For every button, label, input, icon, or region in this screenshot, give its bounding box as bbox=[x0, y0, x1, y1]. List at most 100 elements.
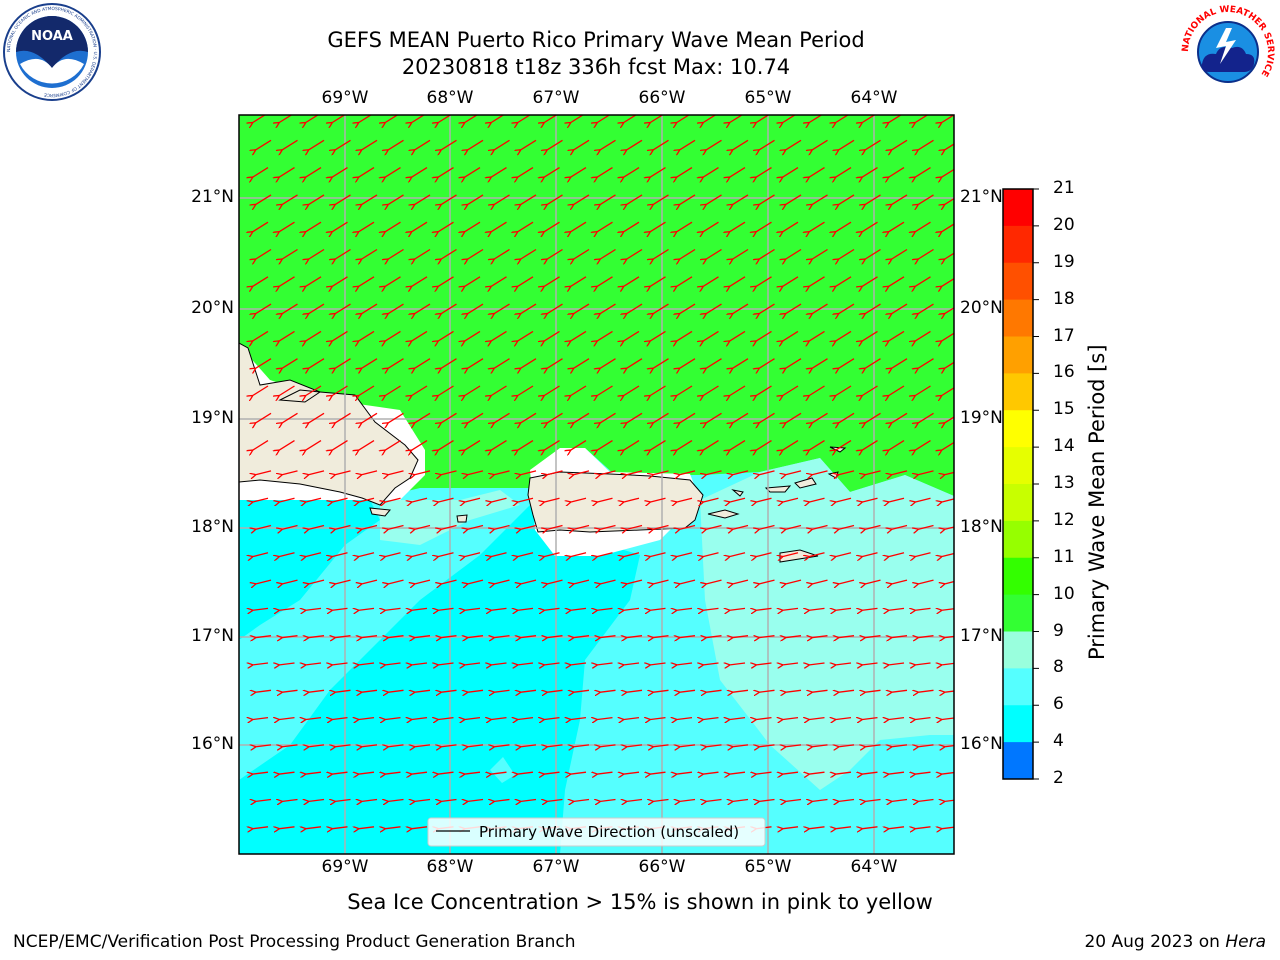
wave-arrow bbox=[835, 827, 852, 829]
wave-arrow bbox=[918, 745, 934, 747]
wave-arrow bbox=[915, 276, 931, 287]
wave-arrow bbox=[494, 194, 510, 205]
wave-arrow bbox=[600, 690, 616, 692]
tick-label: 19°N bbox=[191, 408, 234, 428]
wave-arrow bbox=[467, 470, 484, 475]
wave-arrow bbox=[305, 663, 322, 665]
wave-arrow bbox=[358, 276, 375, 287]
wave-arrow bbox=[676, 330, 693, 341]
wave-arrow bbox=[282, 248, 298, 260]
wave-arrow bbox=[544, 330, 560, 341]
wave-arrow bbox=[706, 303, 722, 314]
wave-arrow bbox=[944, 471, 954, 475]
wave-arrow bbox=[494, 139, 510, 150]
wave-arrow bbox=[941, 608, 954, 610]
wave-arrow bbox=[782, 167, 799, 178]
footer-date-text: 20 Aug 2023 on bbox=[1084, 932, 1226, 952]
nws-logo-icon: NATIONAL WEATHER SERVICE bbox=[1180, 4, 1276, 100]
wave-arrow bbox=[626, 194, 643, 205]
wave-arrow bbox=[623, 497, 640, 502]
tick-label: 18°N bbox=[960, 517, 1003, 537]
wave-arrow bbox=[732, 636, 749, 638]
wave-arrow bbox=[626, 470, 643, 475]
wave-arrow bbox=[653, 579, 669, 584]
wave-arrow bbox=[388, 303, 404, 314]
wave-arrow bbox=[732, 303, 749, 314]
wave-arrow bbox=[626, 524, 643, 530]
wave-arrow bbox=[252, 330, 269, 341]
wave-arrow bbox=[759, 636, 775, 638]
wave-arrow bbox=[676, 663, 693, 665]
wave-arrow bbox=[547, 745, 563, 747]
wave-arrow bbox=[915, 167, 931, 178]
wave-arrow bbox=[679, 524, 696, 530]
wave-arrow bbox=[915, 221, 931, 232]
wave-arrow bbox=[650, 497, 666, 502]
tick-label: 68°W bbox=[426, 88, 474, 108]
wave-arrow bbox=[282, 636, 298, 638]
wave-arrow bbox=[862, 276, 878, 287]
tick-label: 17°N bbox=[191, 626, 234, 646]
wave-period-zone-6-8-south bbox=[239, 505, 640, 854]
wave-arrow bbox=[255, 412, 272, 423]
wave-arrow bbox=[252, 167, 269, 178]
wave-arrow bbox=[703, 221, 719, 232]
wave-arrow bbox=[305, 497, 322, 502]
wave-arrow bbox=[838, 303, 855, 314]
wave-arrow bbox=[838, 690, 855, 692]
wave-arrow bbox=[464, 772, 481, 774]
wave-arrow bbox=[305, 552, 322, 557]
wave-arrow bbox=[597, 552, 613, 557]
wave-arrow bbox=[891, 358, 908, 369]
wave-arrow bbox=[547, 470, 563, 475]
wave-arrow bbox=[520, 636, 537, 638]
wave-arrow bbox=[494, 470, 510, 475]
wave-arrow bbox=[597, 385, 613, 396]
wave-arrow bbox=[464, 221, 481, 232]
wave-arrow bbox=[332, 827, 348, 829]
wave-arrow bbox=[308, 358, 325, 369]
wave-arrow bbox=[626, 800, 643, 802]
wave-arrow bbox=[653, 690, 669, 692]
wave-arrow bbox=[358, 221, 375, 232]
tick-label: 65°W bbox=[744, 88, 792, 108]
wave-arrow bbox=[835, 608, 852, 610]
wave-arrow bbox=[335, 194, 351, 205]
wave-arrow bbox=[941, 441, 954, 451]
wave-arrow bbox=[626, 139, 643, 150]
wave-arrow bbox=[703, 718, 719, 720]
wave-arrow bbox=[361, 194, 378, 205]
wave-arrow bbox=[759, 248, 775, 260]
wave-arrow bbox=[600, 194, 616, 205]
wave-arrow bbox=[703, 552, 719, 557]
wave-arrow bbox=[838, 248, 855, 260]
wave-arrow bbox=[888, 827, 905, 829]
wave-arrow bbox=[252, 497, 269, 502]
footer-org: NCEP/EMC/Verification Post Processing Pr… bbox=[13, 932, 576, 952]
colorbar-segment bbox=[1003, 557, 1033, 596]
wave-arrow bbox=[838, 358, 855, 369]
wave-arrow bbox=[279, 221, 295, 232]
wave-arrow bbox=[467, 303, 484, 314]
wave-arrow bbox=[573, 745, 590, 747]
wave-arrow bbox=[915, 440, 931, 451]
noaa-logo-icon: NOAA NATIONAL OCEANIC AND ATMOSPHERIC AD… bbox=[3, 3, 101, 101]
wave-arrow bbox=[547, 800, 563, 802]
tick-label: 65°W bbox=[744, 857, 792, 877]
wave-arrow bbox=[385, 330, 401, 341]
wave-arrow bbox=[812, 358, 828, 369]
colorbar-segment bbox=[1003, 373, 1033, 411]
colorbar-tick-label: 21 bbox=[1053, 178, 1075, 198]
tick-label: 20°N bbox=[191, 298, 234, 318]
wave-arrow bbox=[650, 772, 666, 774]
wave-arrow bbox=[573, 194, 590, 205]
wave-arrow bbox=[915, 663, 931, 665]
wave-arrow bbox=[862, 221, 878, 232]
wave-arrow bbox=[544, 276, 560, 287]
wave-arrow bbox=[888, 663, 905, 665]
wave-arrow bbox=[520, 690, 537, 692]
wave-arrow bbox=[332, 276, 348, 287]
wave-arrow bbox=[756, 115, 770, 123]
wave-arrow bbox=[676, 115, 691, 123]
